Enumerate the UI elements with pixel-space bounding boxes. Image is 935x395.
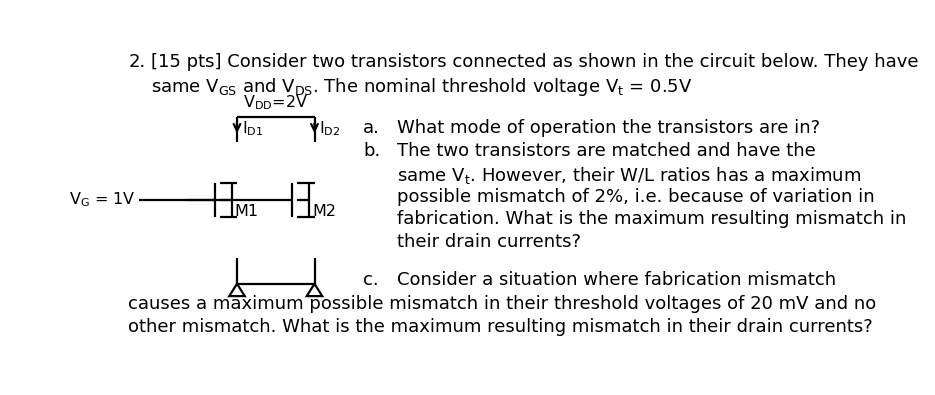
Text: same V$_{\mathrm{GS}}$ and V$_{\mathrm{DS}}$. The nominal threshold voltage V$_{: same V$_{\mathrm{GS}}$ and V$_{\mathrm{D…: [151, 76, 692, 98]
Text: V$_{\rm DD}$=2V: V$_{\rm DD}$=2V: [243, 93, 309, 112]
Text: V$_{\rm G}$ = 1V: V$_{\rm G}$ = 1V: [68, 190, 136, 209]
Text: [15 pts] Consider two transistors connected as shown in the circuit below. They : [15 pts] Consider two transistors connec…: [151, 53, 918, 71]
Text: 2.: 2.: [128, 53, 146, 71]
Text: I$_{\rm D2}$: I$_{\rm D2}$: [319, 119, 340, 137]
Text: same V$_{\mathrm{t}}$. However, their W/L ratios has a maximum: same V$_{\mathrm{t}}$. However, their W/…: [397, 165, 862, 186]
Text: possible mismatch of 2%, i.e. because of variation in: possible mismatch of 2%, i.e. because of…: [397, 188, 875, 205]
Text: fabrication. What is the maximum resulting mismatch in: fabrication. What is the maximum resulti…: [397, 210, 907, 228]
Text: causes a maximum possible mismatch in their threshold voltages of 20 mV and no: causes a maximum possible mismatch in th…: [128, 295, 877, 312]
Text: Consider a situation where fabrication mismatch: Consider a situation where fabrication m…: [397, 271, 837, 290]
Text: M1: M1: [235, 204, 259, 219]
Text: M2: M2: [312, 204, 337, 219]
Text: other mismatch. What is the maximum resulting mismatch in their drain currents?: other mismatch. What is the maximum resu…: [128, 318, 873, 336]
Text: The two transistors are matched and have the: The two transistors are matched and have…: [397, 142, 816, 160]
Text: a.: a.: [364, 119, 381, 137]
Text: b.: b.: [364, 142, 381, 160]
Text: c.: c.: [364, 271, 379, 290]
Text: I$_{\rm D1}$: I$_{\rm D1}$: [241, 119, 263, 137]
Text: their drain currents?: their drain currents?: [397, 233, 582, 251]
Text: What mode of operation the transistors are in?: What mode of operation the transistors a…: [397, 119, 821, 137]
